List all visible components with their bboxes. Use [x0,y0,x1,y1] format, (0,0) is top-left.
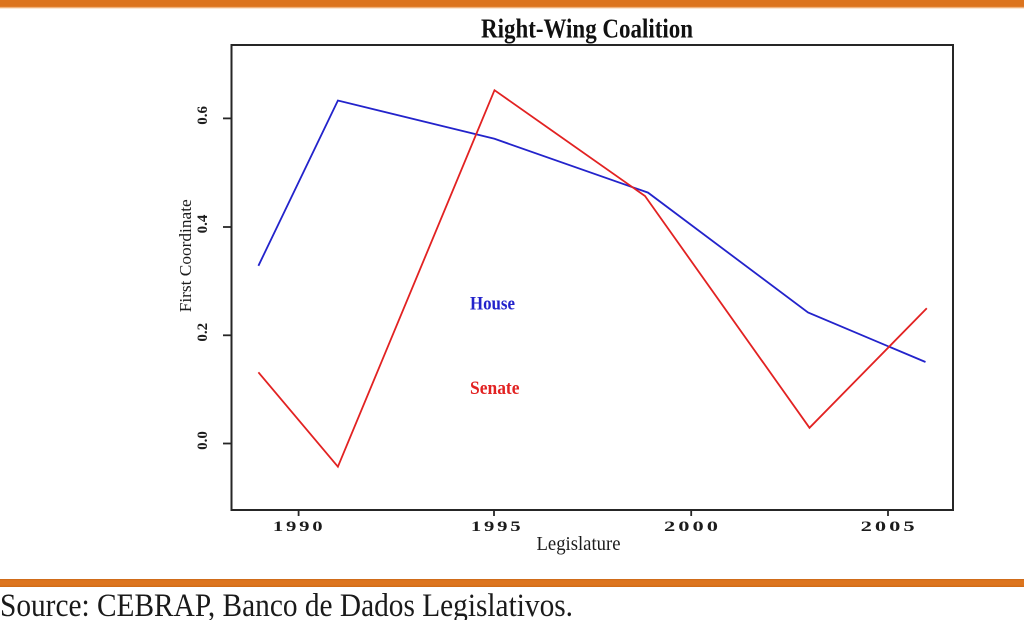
svg-text:0.4: 0.4 [195,214,211,233]
svg-text:0.6: 0.6 [195,106,211,125]
svg-text:0.2: 0.2 [195,323,211,342]
svg-text:0.0: 0.0 [195,431,211,450]
svg-text:2000: 2000 [664,519,721,535]
svg-text:House: House [470,293,515,314]
svg-text:First Coordinate: First Coordinate [176,199,195,312]
svg-text:1995: 1995 [471,519,524,535]
svg-text:Source: CEBRAP, Banco de Dados: Source: CEBRAP, Banco de Dados Legislati… [0,588,573,620]
svg-text:Legislature: Legislature [537,533,621,555]
svg-text:2005: 2005 [861,519,918,535]
svg-text:1990: 1990 [273,519,326,535]
svg-text:Right-Wing Coalition: Right-Wing Coalition [481,14,693,44]
svg-text:Senate: Senate [470,378,520,399]
